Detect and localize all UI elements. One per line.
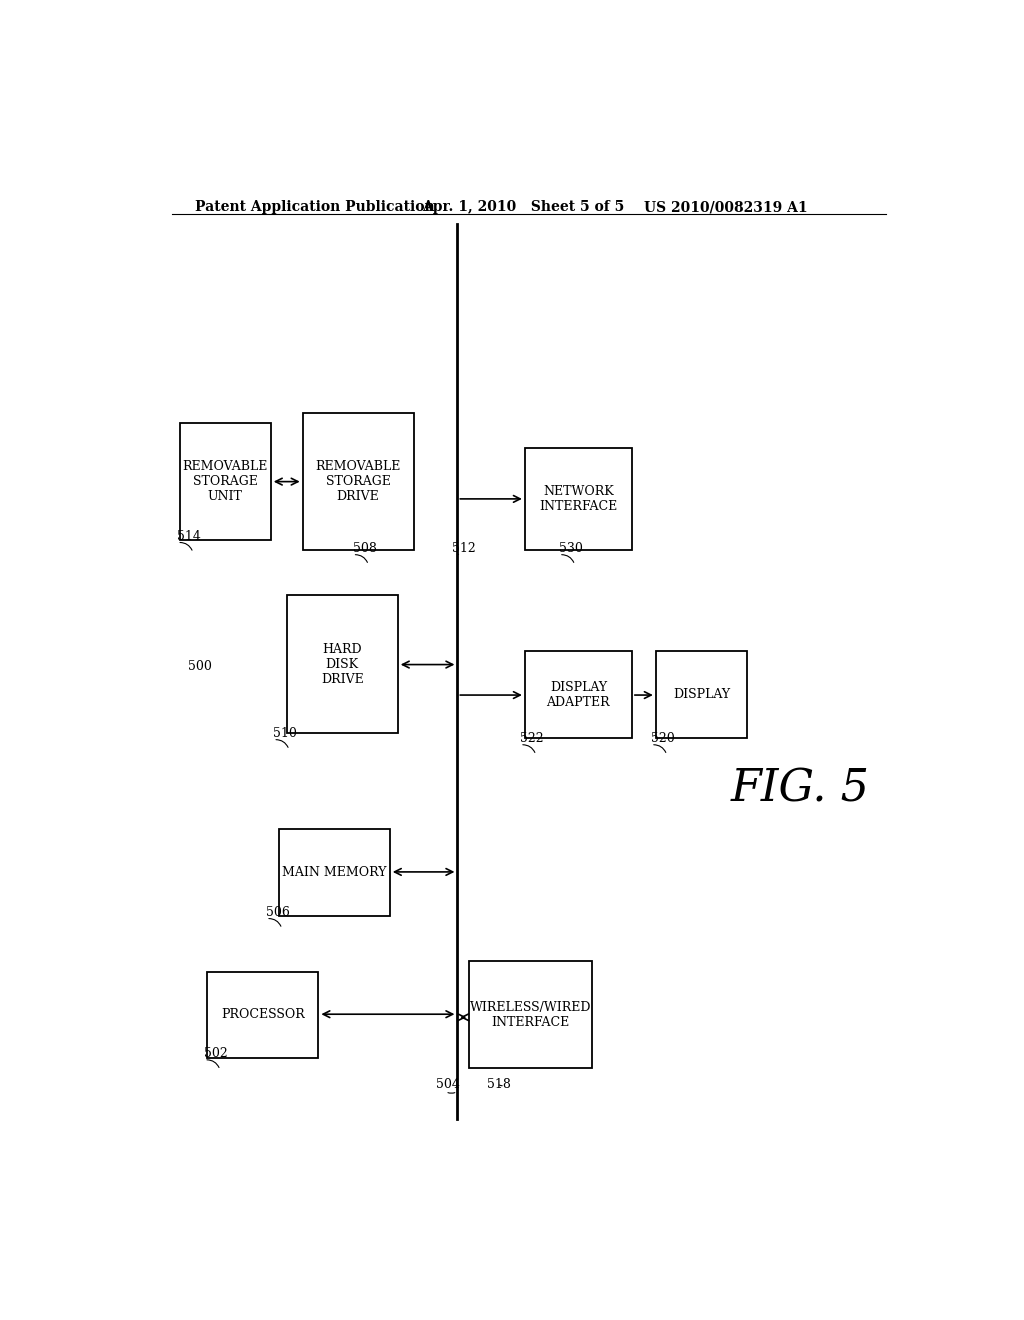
Text: HARD
DISK
DRIVE: HARD DISK DRIVE [321, 643, 364, 685]
Bar [655, 651, 748, 738]
Bar [207, 972, 318, 1057]
Text: WIRELESS/WIRED
INTERFACE: WIRELESS/WIRED INTERFACE [470, 1001, 592, 1028]
Bar [524, 651, 632, 738]
Bar [279, 829, 390, 916]
Text: 530: 530 [559, 541, 583, 554]
Text: 502: 502 [204, 1047, 228, 1060]
Text: 520: 520 [651, 731, 675, 744]
Bar [303, 413, 414, 549]
Text: 512: 512 [452, 541, 475, 554]
Text: 518: 518 [486, 1078, 511, 1092]
Text: Apr. 1, 2010   Sheet 5 of 5: Apr. 1, 2010 Sheet 5 of 5 [422, 201, 624, 214]
Text: 506: 506 [266, 906, 290, 919]
Text: Patent Application Publication: Patent Application Publication [196, 201, 435, 214]
Text: REMOVABLE
STORAGE
DRIVE: REMOVABLE STORAGE DRIVE [315, 459, 400, 503]
Text: US 2010/0082319 A1: US 2010/0082319 A1 [644, 201, 808, 214]
Text: 500: 500 [187, 660, 211, 673]
Bar [287, 595, 398, 733]
Text: DISPLAY: DISPLAY [673, 688, 730, 701]
Text: MAIN MEMORY: MAIN MEMORY [282, 866, 387, 879]
Text: 508: 508 [352, 541, 377, 554]
Text: FIG. 5: FIG. 5 [731, 767, 870, 810]
Text: 522: 522 [520, 731, 544, 744]
Text: REMOVABLE
STORAGE
UNIT: REMOVABLE STORAGE UNIT [182, 459, 268, 503]
Text: PROCESSOR: PROCESSOR [221, 1008, 305, 1022]
Text: 510: 510 [273, 727, 297, 739]
Text: 504: 504 [436, 1078, 460, 1092]
Bar [469, 961, 592, 1068]
Text: DISPLAY
ADAPTER: DISPLAY ADAPTER [547, 681, 610, 709]
Bar [524, 447, 632, 549]
Text: 514: 514 [177, 529, 201, 543]
Text: NETWORK
INTERFACE: NETWORK INTERFACE [540, 484, 617, 513]
Bar [179, 422, 270, 540]
